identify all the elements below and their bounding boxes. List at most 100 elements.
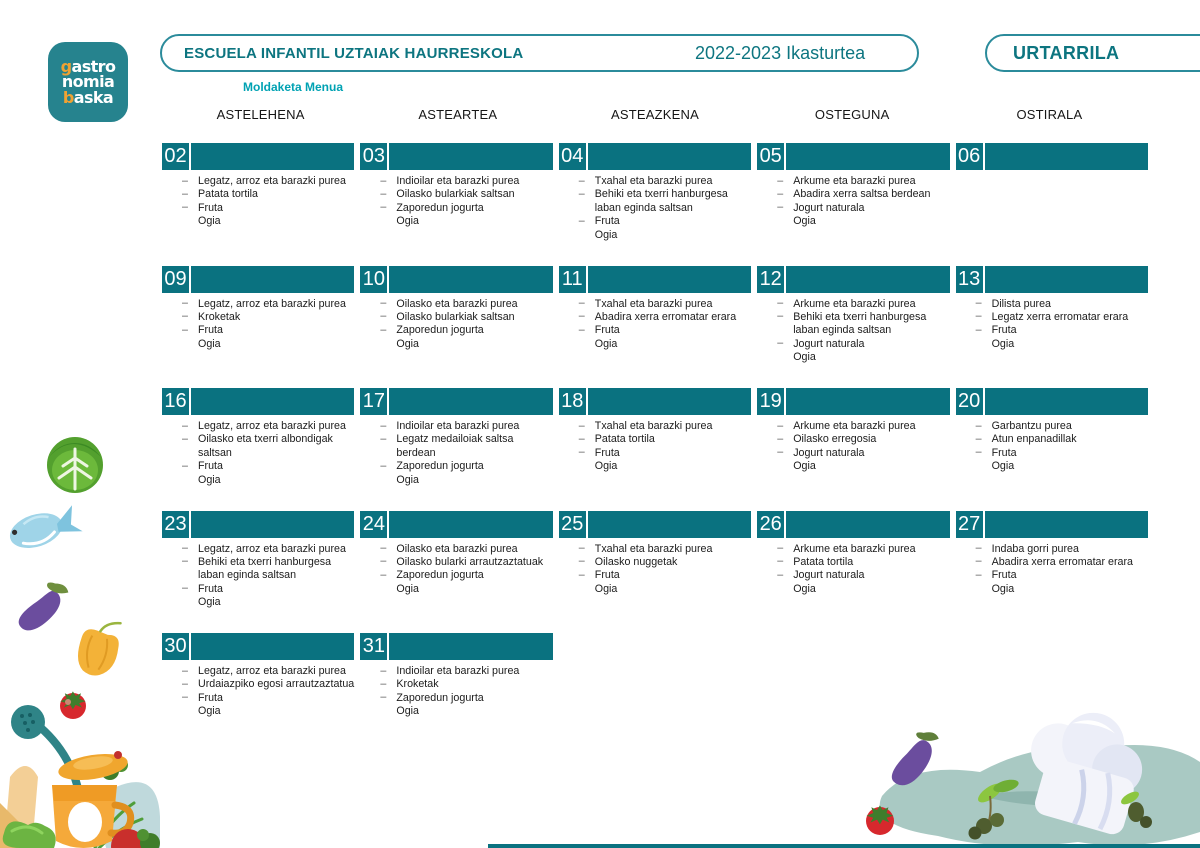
menu-item: Arkume eta barazki purea [757,542,949,556]
bread-item: Ogia [198,215,221,228]
menu-subtitle: Moldaketa Menua [243,80,344,94]
day-header: 10 [360,265,553,293]
school-year: 2022-2023 Ikasturtea [695,42,866,63]
logo-text: astro [71,56,116,76]
month-pill: URTARRILA [985,34,1200,72]
day-number: 09 [162,265,189,293]
day-header-bar [191,388,355,415]
day-header-bar [191,633,355,660]
bread-item: Ogia [594,582,618,595]
menu-list: Indioilar eta barazki pureaLegatz medail… [360,419,552,487]
menu-list: Legatz, arroz eta barazki pureaOilasko e… [162,419,354,487]
menu-item: Patata tortila [162,188,354,202]
menu-item: Arkume eta barazki purea [757,297,949,311]
week-row: 09 Legatz, arroz eta barazki pureaKroketa… [162,265,1148,389]
empty-cell [757,633,949,756]
day-header: 17 [360,388,553,415]
day-number: 31 [360,633,388,660]
day-header: 12 [757,265,950,293]
day-header: 06 [955,143,1148,170]
menu-item: Fruta [559,446,751,460]
menu-item: Atun enpanadillak [956,433,1148,447]
calendar-grid: 02 Legatz, arroz eta barazki purea Patata … [162,143,1148,756]
menu-item: Garbantzu purea [956,419,1148,433]
day-cell: 11 Txahal eta barazki pureaAbadira xerra … [558,265,752,389]
day-header-bar [389,143,553,170]
day-header: 11 [558,265,752,293]
menu-list: Indioilar eta barazki pureaKroketakZapor… [360,664,552,719]
weekday-label-thursday: OSTEGUNA [814,107,890,122]
menu-item: Behiki eta txerri hanburgesa laban egind… [162,555,354,583]
day-header-bar [786,510,950,538]
menu-item: Oilasko nuggetak [559,555,751,569]
logo-line: nomia [62,74,115,90]
day-number: 16 [162,388,189,415]
ladle-icon [11,705,85,831]
menu-item: Fruta [162,201,354,215]
sage-blob [879,745,1200,846]
day-header-bar [587,510,752,538]
day-header: 19 [757,388,950,415]
day-header: 05 [757,143,950,170]
menu-item: Zaporedun jogurta [360,691,552,705]
day-number: 23 [162,510,189,538]
menu-list: Indaba gorri pureaAbadira xerra erromata… [956,542,1148,597]
day-header: 27 [955,510,1148,538]
menu-item: Legatz, arroz eta barazki purea [162,419,354,433]
menu-item: Kroketak [162,310,354,324]
day-cell: 10 Oilasko eta barazki pureaOilasko bular… [360,265,553,389]
day-header: 18 [558,388,752,415]
menu-item: Txahal eta barazki purea [559,542,751,556]
menu-item: Fruta [162,460,354,474]
day-header: 20 [955,388,1148,415]
bread-item: Ogia [198,596,221,609]
menu-item: Txahal eta barazki purea [559,297,751,311]
menu-item: Jogurt naturala [757,201,949,215]
day-cell: 02 Legatz, arroz eta barazki pureaPatata … [162,143,355,266]
day-cell: 31 Indioilar eta barazki pureaKroketakZap… [360,633,553,756]
menu-item: Jogurt naturala [757,446,949,460]
day-header-bar [191,265,355,293]
day-header-bar [389,265,553,293]
menu-item: Jogurt naturala [757,337,949,351]
menu-item: Txahal eta barazki purea [559,174,751,188]
menu-item: Fruta [559,324,751,338]
menu-item: Jogurt naturala [757,569,949,583]
weekday-label-monday: ASTELEHENA [216,107,305,122]
day-number: 20 [955,388,983,415]
bread-item: Ogia [198,337,221,350]
menu-item: Dilista purea [956,297,1148,311]
bread-item: Ogia [793,351,816,364]
menu-item: Arkume eta barazki purea [757,419,949,433]
day-number: 02 [162,143,189,170]
day-header-bar [984,388,1148,415]
day-cell: 20 Garbantzu pureaAtun enpanadillakFrutaO… [955,388,1148,511]
olive-branch-icon [968,779,1019,840]
school-name: ESCUELA INFANTIL UZTAIAK HAURRESKOLA [184,44,524,62]
menu-item: Fruta [559,215,751,229]
day-cell: 19 Arkume eta barazki pureaOilasko errego… [757,388,950,511]
week-row: 16 Legatz, arroz eta barazki pureaOilasko… [162,388,1148,511]
day-cell: 30 Legatz, arroz eta barazki pureaUrdaiaz… [162,633,355,756]
menu-list: Txahal eta barazki pureaPatata tortilaFr… [559,419,751,474]
menu-list: Arkume eta barazki pureaOilasko erregosi… [757,419,949,474]
day-header-bar [191,510,355,538]
menu-list: Oilasko eta barazki pureaOilasko bularki… [360,297,552,352]
day-cell: 05 Arkume eta barazki pureaAbadira xerra … [757,143,950,266]
menu-item: Arkume eta barazki purea [757,174,949,188]
menu-list: Arkume eta barazki pureaPatata tortilaJo… [757,542,949,597]
menu-item: Zaporedun jogurta [360,201,552,215]
menu-item: Oilasko bularkiak saltsan [360,188,552,202]
day-header-bar [984,265,1148,293]
month-label: URTARRILA [1013,42,1120,63]
menu-list: Arkume eta barazki pureaAbadira xerra sa… [757,174,949,229]
menu-item: Fruta [162,582,354,596]
week-row: 02 Legatz, arroz eta barazki pureaPatata … [162,143,1148,266]
day-number: 26 [757,510,785,538]
logo-line: gastro [61,56,116,76]
day-cell: 13 Dilista pureaLegatz xerra erromatar er… [955,265,1148,389]
weekday-header-row: ASTELEHENA ASTEARTEA ASTEAZKENA OSTEGUNA… [162,107,1148,122]
day-number: 11 [558,265,586,293]
day-header: 09 [162,265,355,293]
day-header-bar [587,265,752,293]
